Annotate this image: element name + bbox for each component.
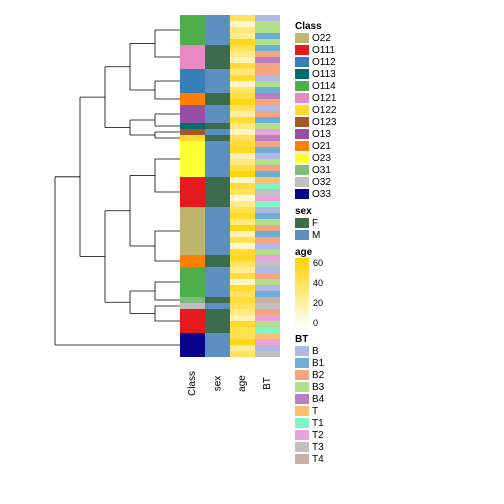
legend-item: B1 xyxy=(295,357,336,369)
legend-item: F xyxy=(295,217,336,229)
legend-item: T xyxy=(295,405,336,417)
legend-item: T1 xyxy=(295,417,336,429)
legend-title: age xyxy=(295,247,336,258)
legend-item: T4 xyxy=(295,453,336,465)
legend-item: O122 xyxy=(295,104,336,116)
legend-item: O21 xyxy=(295,140,336,152)
legend-item: O111 xyxy=(295,44,336,56)
legend-item: O31 xyxy=(295,164,336,176)
legend-item: O114 xyxy=(295,80,336,92)
annotation-heatmap: ClasssexageBT xyxy=(180,15,280,397)
legend-item: O113 xyxy=(295,68,336,80)
legend-item: O121 xyxy=(295,92,336,104)
legend-item: B3 xyxy=(295,381,336,393)
legend-item: O32 xyxy=(295,176,336,188)
cluster-row xyxy=(180,45,280,69)
legend-item: O112 xyxy=(295,56,336,68)
legend-item: T2 xyxy=(295,429,336,441)
legend-item: M xyxy=(295,229,336,241)
legend-item: B4 xyxy=(295,393,336,405)
legends-panel: ClassO22O111O112O113O114O121O122O123O13O… xyxy=(295,15,336,465)
legend-item: B2 xyxy=(295,369,336,381)
cluster-row xyxy=(180,309,280,333)
cluster-row xyxy=(180,207,280,255)
cluster-row xyxy=(180,15,280,45)
legend-title: BT xyxy=(295,334,336,345)
cluster-row xyxy=(180,255,280,267)
legend-item: O33 xyxy=(295,188,336,200)
legend-title: sex xyxy=(295,206,336,217)
column-labels: ClasssexageBT xyxy=(180,357,280,397)
cluster-row xyxy=(180,93,280,105)
legend-item: O13 xyxy=(295,128,336,140)
cluster-row xyxy=(180,69,280,93)
cluster-row xyxy=(180,267,280,297)
legend-item: T3 xyxy=(295,441,336,453)
age-gradient-legend: 0204060 xyxy=(295,258,336,328)
legend-item: O123 xyxy=(295,116,336,128)
legend-item: O22 xyxy=(295,32,336,44)
legend-title: Class xyxy=(295,21,336,32)
legend-item: B xyxy=(295,345,336,357)
dendrogram xyxy=(30,15,180,357)
cluster-row xyxy=(180,177,280,207)
cluster-row xyxy=(180,141,280,177)
cluster-row xyxy=(180,333,280,357)
cluster-row xyxy=(180,105,280,123)
legend-item: O23 xyxy=(295,152,336,164)
